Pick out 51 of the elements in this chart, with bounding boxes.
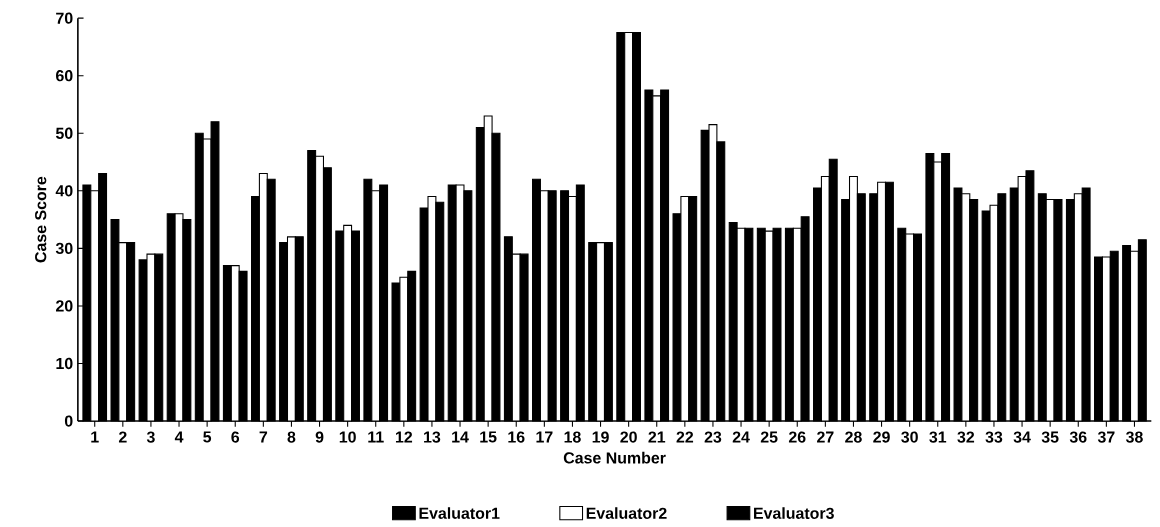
x-tick-label: 19 [592,431,609,443]
x-tick-label: 12 [395,431,413,443]
y-tick-label: 10 [56,357,73,370]
y-axis-title: Case Score [35,176,47,263]
x-tick-label: 23 [704,431,722,443]
x-tick-label: 14 [452,431,469,443]
x-tick-label: 13 [424,431,441,443]
x-tick-label: 27 [817,431,834,443]
x-tick-label: 9 [315,431,324,443]
x-tick-label: 10 [339,431,356,443]
x-tick-label: 8 [287,431,296,443]
x-tick-label: 31 [929,431,947,443]
x-tick-label: 24 [732,431,750,443]
y-tick-label: 40 [55,185,73,197]
legend-label: Evaluator2 [586,507,667,519]
x-tick-label: 11 [368,431,384,443]
x-tick-label: 30 [901,431,918,443]
x-tick-label: 32 [957,431,975,443]
x-tick-label: 18 [564,431,581,443]
legend-label: Evaluator1 [419,507,500,519]
x-tick-label: 7 [259,431,268,443]
x-tick-label: 33 [985,431,1003,443]
y-tick-label: 70 [56,12,73,24]
x-tick-label: 21 [648,431,666,443]
y-tick-label: 20 [56,300,73,312]
x-tick-label: 2 [118,431,127,443]
x-tick-label: 38 [1125,431,1143,443]
x-tick-label: 17 [536,431,553,443]
x-tick-label: 6 [231,431,240,443]
x-tick-label: 28 [845,431,862,443]
x-tick-label: 20 [620,431,637,443]
y-tick-label: 60 [56,70,73,82]
x-tick-label: 15 [480,431,497,443]
x-tick-label: 1 [91,431,99,443]
x-tick-label: 36 [1069,431,1087,443]
y-tick-label: 0 [64,415,73,427]
x-tick-label: 25 [760,431,778,443]
x-tick-label: 34 [1013,431,1031,443]
x-tick-label: 37 [1097,431,1115,443]
x-axis-title: Case Number [563,451,666,464]
legend-label: Evaluator3 [754,507,834,520]
x-tick-label: 22 [676,431,694,443]
x-tick-label: 29 [873,431,890,443]
y-tick-label: 50 [55,127,73,139]
x-tick-label: 16 [508,431,525,443]
y-tick-label: 30 [55,242,73,255]
x-tick-label: 4 [174,431,184,443]
x-tick-label: 3 [146,431,155,443]
x-tick-label: 26 [788,431,806,443]
x-tick-label: 5 [203,431,212,443]
x-tick-label: 35 [1041,431,1059,443]
